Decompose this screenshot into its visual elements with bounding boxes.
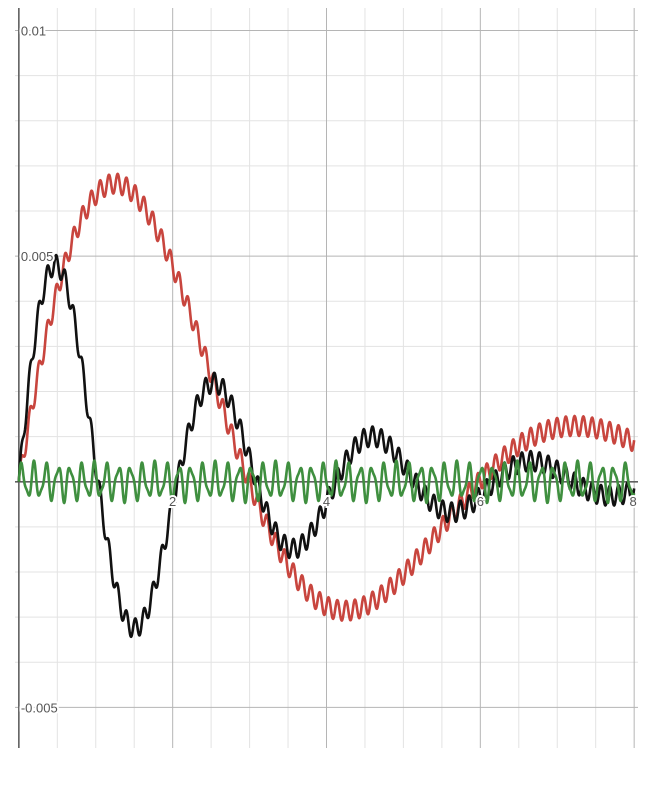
black-curve-series-line [17, 253, 636, 639]
y-tick-label-minus-0.005: -0.005 [21, 700, 58, 715]
x-tick-label-6: 6 [477, 494, 484, 509]
y-tick-label-0.005: 0.005 [21, 249, 54, 264]
major-gridlines [15, 8, 638, 748]
green-curve-series-line [17, 459, 636, 505]
x-tick-label-8: 8 [630, 494, 637, 509]
tick-labels: 0.01 0.005 -0.005 2 4 6 8 [19, 22, 639, 718]
x-tick-label-4: 4 [323, 494, 330, 509]
series-layer [17, 172, 636, 639]
red-curve-series-line [17, 172, 636, 622]
y-tick-label-0.01: 0.01 [21, 24, 46, 39]
x-tick-label-2: 2 [169, 494, 176, 509]
